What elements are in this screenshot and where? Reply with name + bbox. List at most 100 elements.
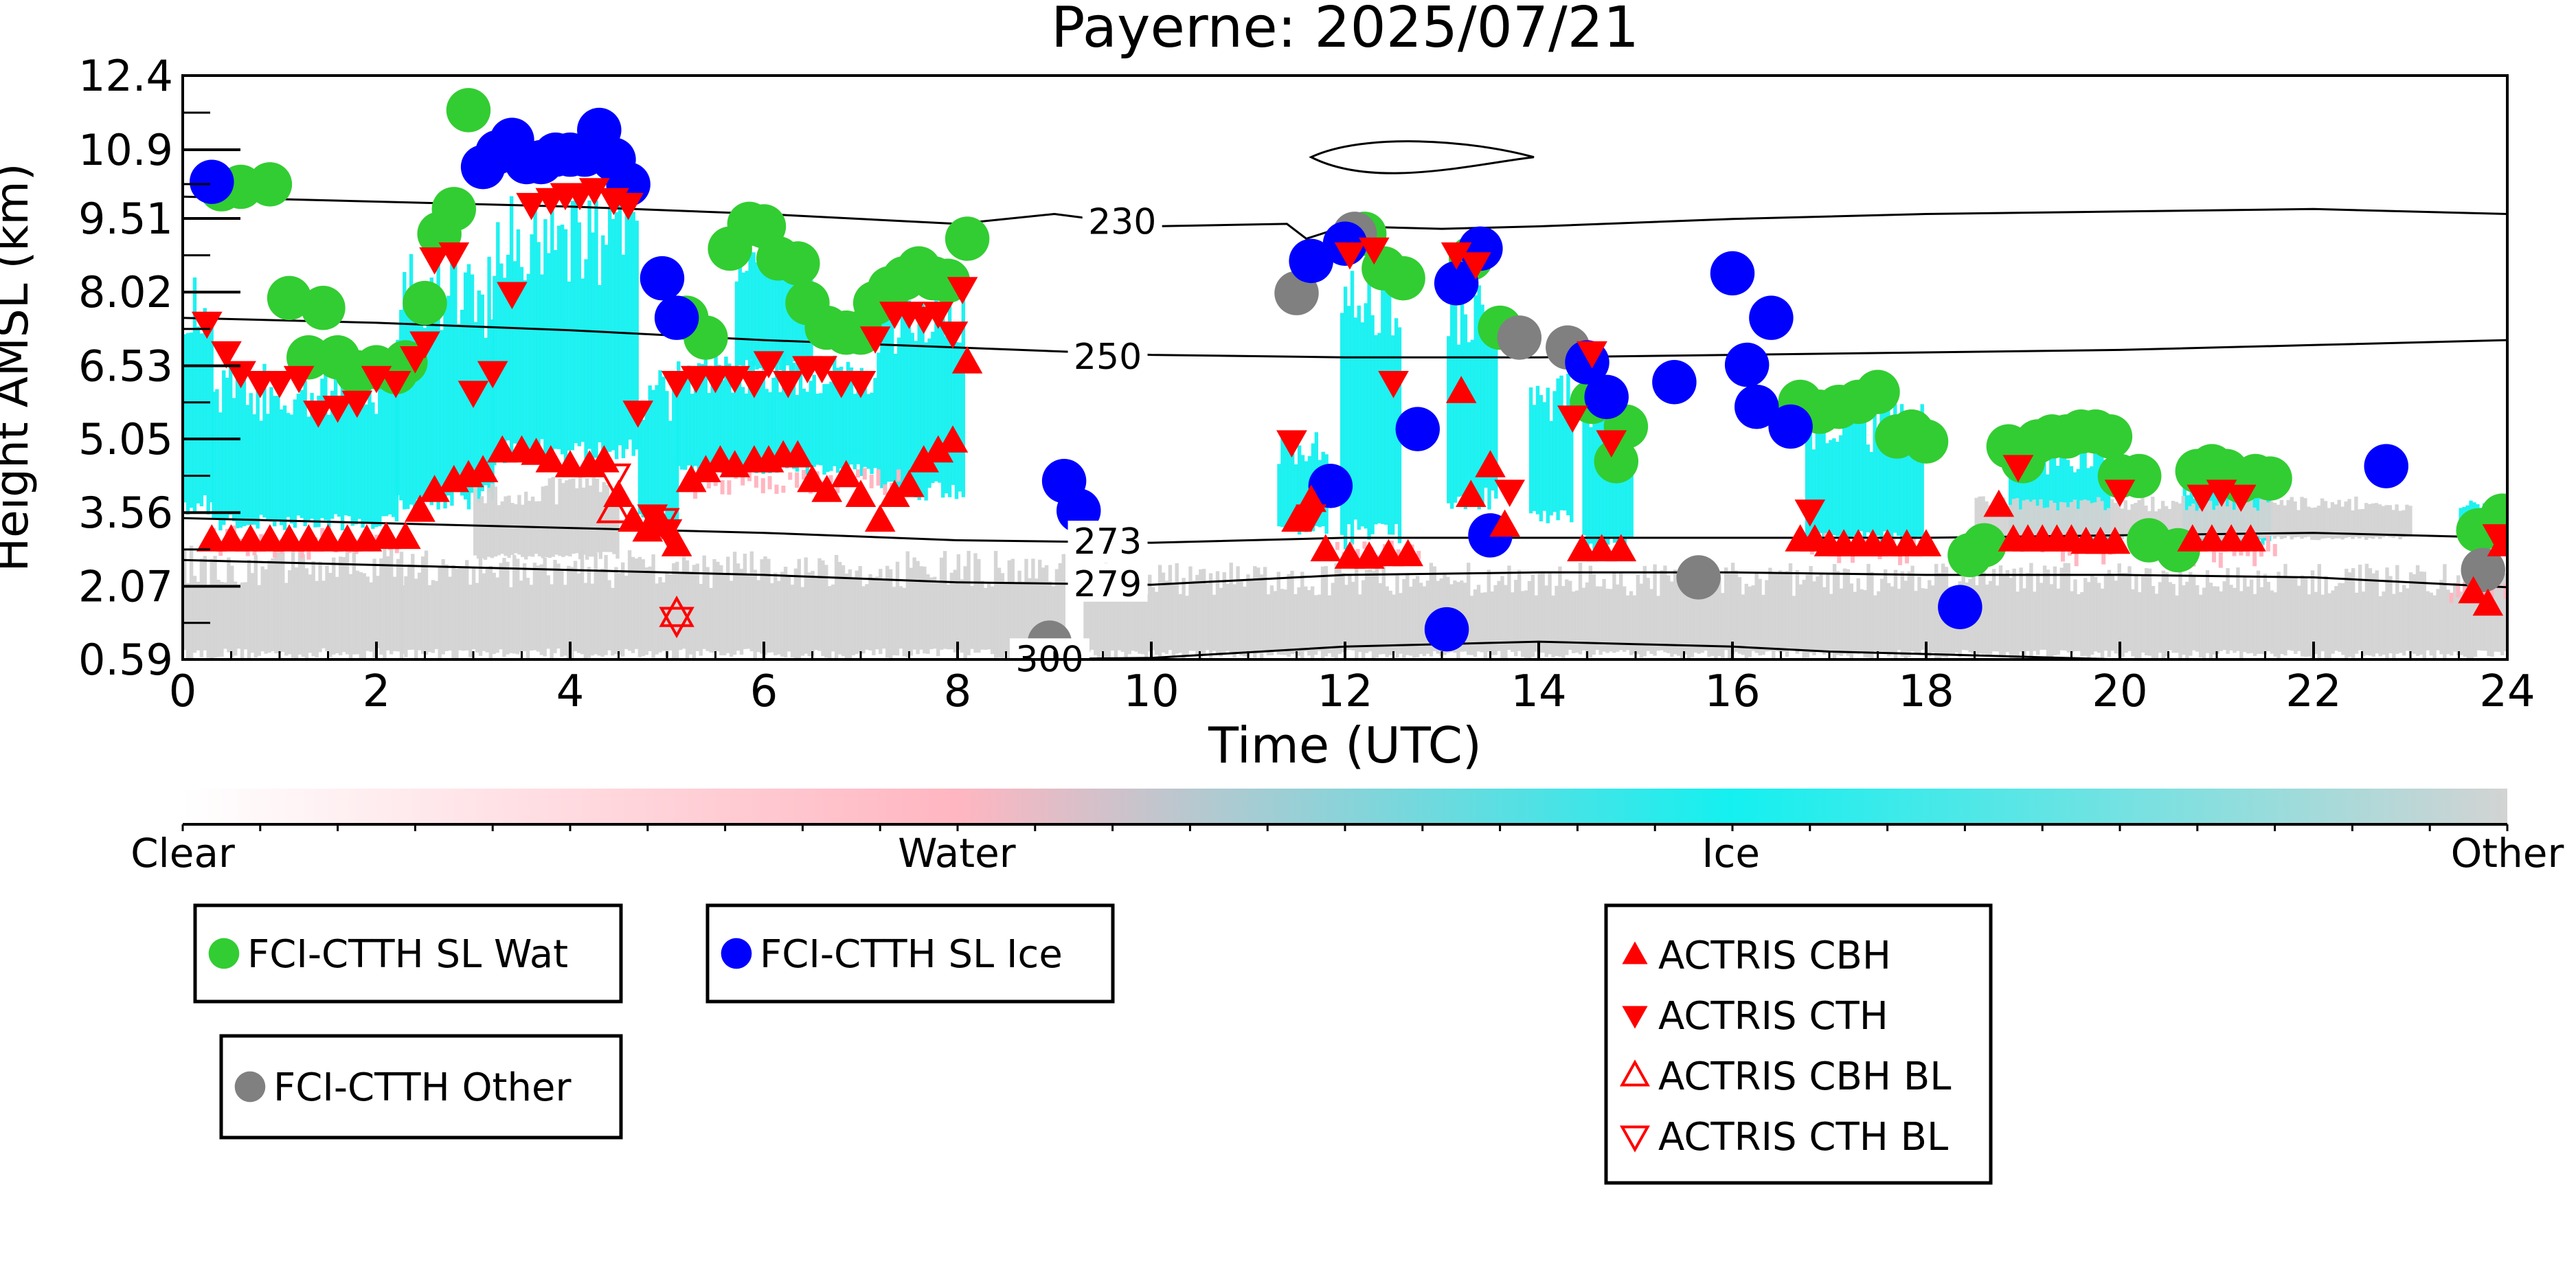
- curtain-column: [790, 585, 795, 657]
- curtain-column: [2127, 566, 2132, 651]
- curtain-column: [614, 567, 618, 655]
- water-fringe: [869, 475, 874, 488]
- data-point: [1373, 539, 1404, 567]
- curtain-column: [483, 503, 488, 560]
- water-fringe: [2232, 547, 2237, 556]
- data-point: [1584, 374, 1629, 420]
- curtain-column: [598, 285, 602, 442]
- curtain-column: [2137, 500, 2141, 539]
- curtain-column: [1374, 335, 1378, 525]
- data-point: [1489, 509, 1520, 537]
- curtain-column: [2314, 591, 2318, 655]
- data-point: [1586, 534, 1617, 562]
- curtain-column: [797, 558, 801, 659]
- data-point: [405, 495, 436, 522]
- curtain-column: [2344, 501, 2348, 539]
- water-fringe: [2449, 592, 2454, 603]
- curtain-column: [2385, 567, 2389, 659]
- curtain-column: [424, 550, 429, 655]
- curtain-column: [2327, 593, 2331, 659]
- curtain-column: [2039, 446, 2043, 544]
- data-point: [235, 524, 266, 552]
- data-point: [322, 396, 353, 423]
- curtain-column: [1995, 505, 1999, 538]
- curtain-column: [1798, 584, 1803, 651]
- curtain-column: [902, 587, 906, 657]
- curtain-column: [752, 252, 756, 365]
- curtain-column: [1860, 589, 1864, 652]
- curtain-column: [2269, 501, 2274, 536]
- curtain-column: [1785, 571, 1789, 657]
- x-tick-label: 24: [2479, 666, 2535, 717]
- curtain-column: [1910, 565, 1914, 652]
- curtain-column: [2181, 495, 2185, 539]
- legend-marker: [1622, 941, 1648, 964]
- curtain-column: [317, 396, 321, 528]
- curtain-column: [789, 379, 793, 466]
- curtain-column: [1300, 572, 1304, 659]
- curtain-column: [1619, 572, 1623, 651]
- curtain-column: [2160, 501, 2165, 540]
- data-point: [659, 596, 694, 627]
- curtain-column: [841, 565, 846, 657]
- curtain-column: [519, 267, 524, 451]
- x-tick-label: 22: [2285, 666, 2341, 717]
- curtain-column: [574, 194, 578, 444]
- curtain-column: [888, 569, 893, 659]
- data-point: [681, 365, 712, 394]
- curtain-column: [956, 554, 960, 651]
- curtain-column: [192, 576, 197, 653]
- curtain-column: [1127, 591, 1131, 655]
- curtain-column: [787, 576, 791, 652]
- curtain-column: [1054, 569, 1059, 651]
- curtain-column: [2398, 510, 2402, 540]
- curtain-column: [2419, 572, 2424, 655]
- curtain-column: [815, 394, 820, 465]
- curtain-column: [1924, 589, 1928, 657]
- curtain-column: [2358, 565, 2362, 651]
- curtain-column: [1815, 424, 1819, 538]
- curtain-column: [528, 501, 532, 556]
- curtain-column: [2100, 450, 2104, 538]
- water-fringe: [720, 480, 725, 495]
- curtain-column: [751, 360, 756, 466]
- isotherm-label-bg: [1067, 563, 1148, 602]
- curtain-column: [486, 487, 491, 557]
- data-point: [1910, 529, 1942, 556]
- curtain-column: [1348, 574, 1352, 650]
- y-tick-label: 8.02: [78, 267, 173, 317]
- data-point: [477, 361, 508, 389]
- curtain-column: [575, 488, 579, 554]
- curtain-column: [2208, 501, 2213, 539]
- isotherm-label-bg: [1067, 520, 1148, 559]
- data-point: [497, 282, 528, 310]
- curtain-column: [2377, 504, 2382, 539]
- curtain-column: [1778, 570, 1783, 653]
- curtain-column: [2296, 510, 2301, 537]
- data-point: [951, 346, 983, 374]
- data-point: [864, 504, 896, 532]
- curtain-column: [443, 302, 447, 509]
- curtain-column: [199, 333, 204, 507]
- curtain-column: [1185, 596, 1189, 655]
- curtain-column: [238, 379, 243, 528]
- curtain-column: [551, 477, 555, 557]
- curtain-column: [2002, 574, 2007, 655]
- curtain-column: [546, 575, 550, 649]
- curtain-column: [570, 201, 575, 451]
- curtain-column: [2161, 570, 2165, 659]
- curtain-column: [2252, 594, 2257, 656]
- curtain-column: [1402, 579, 1406, 658]
- curtain-column: [729, 580, 734, 657]
- curtain-column: [325, 565, 329, 652]
- curtain-column: [987, 583, 991, 650]
- curtain-column: [490, 319, 495, 501]
- curtain-column: [1632, 595, 1637, 654]
- isotherm-250: [183, 317, 2507, 359]
- curtain-column: [1686, 591, 1691, 658]
- curtain-column: [496, 222, 500, 453]
- curtain-column: [1552, 391, 1557, 512]
- curtain-column: [2235, 499, 2239, 538]
- data-point: [487, 435, 518, 463]
- curtain-column: [834, 554, 839, 659]
